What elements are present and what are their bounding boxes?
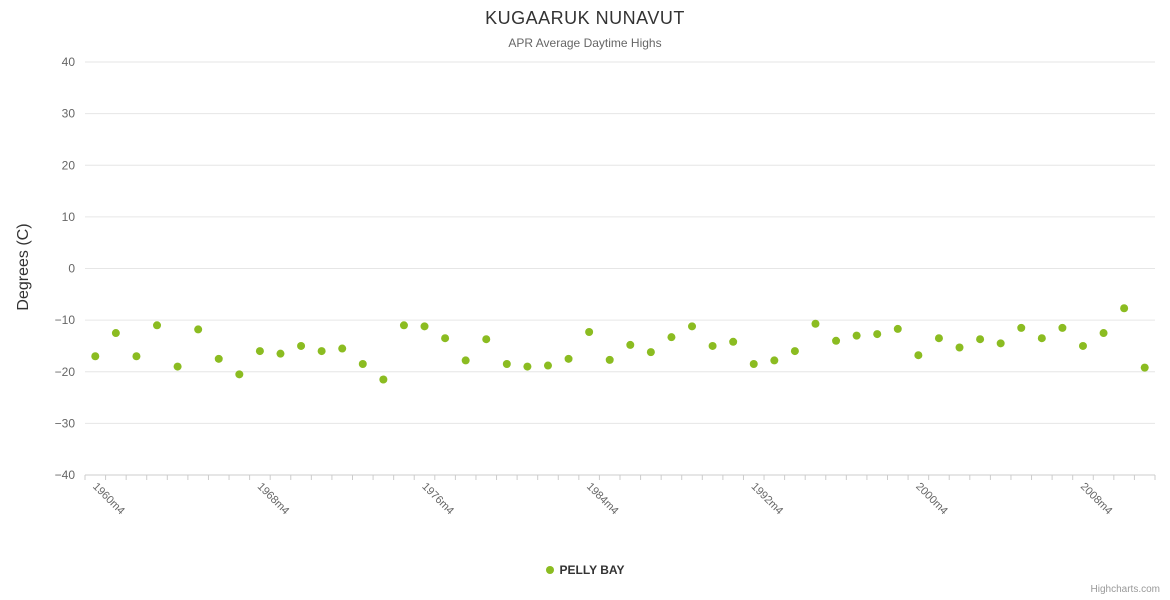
data-point[interactable]	[873, 330, 882, 339]
data-point[interactable]	[173, 362, 182, 371]
data-point[interactable]	[297, 341, 306, 350]
legend-label: PELLY BAY	[559, 563, 625, 577]
data-point[interactable]	[708, 341, 717, 350]
y-axis-tick-label: −20	[55, 365, 76, 379]
data-point[interactable]	[790, 347, 799, 356]
data-point[interactable]	[482, 335, 491, 344]
data-point[interactable]	[317, 347, 326, 356]
data-point[interactable]	[235, 370, 244, 379]
data-point[interactable]	[996, 339, 1005, 348]
x-axis-label: 2000m4	[913, 481, 950, 518]
data-point[interactable]	[461, 356, 470, 365]
data-point[interactable]	[729, 337, 738, 346]
y-axis-tick-label: 30	[62, 107, 76, 121]
x-axis-label: 1992m4	[749, 481, 786, 518]
data-point[interactable]	[1017, 323, 1026, 332]
data-point[interactable]	[564, 354, 573, 363]
credits-link[interactable]: Highcharts.com	[1090, 584, 1160, 595]
data-point[interactable]	[1037, 334, 1046, 343]
data-point[interactable]	[111, 329, 120, 338]
data-point[interactable]	[502, 360, 511, 369]
data-point[interactable]	[688, 322, 697, 331]
y-axis-tick-label: 40	[62, 55, 76, 69]
legend-marker-icon	[545, 566, 554, 574]
y-axis-tick-label: 20	[62, 158, 76, 172]
data-point[interactable]	[420, 322, 429, 331]
data-point[interactable]	[832, 336, 841, 345]
data-point[interactable]	[153, 321, 162, 330]
x-axis-label: 1984m4	[584, 481, 621, 518]
data-point[interactable]	[91, 352, 100, 361]
y-axis-tick-label: 0	[68, 262, 75, 276]
data-point[interactable]	[749, 360, 758, 369]
data-point[interactable]	[1078, 341, 1087, 350]
data-point[interactable]	[770, 356, 779, 365]
data-point[interactable]	[811, 319, 820, 328]
x-axis-label: 1968m4	[255, 481, 292, 518]
x-axis-label: 1960m4	[90, 481, 127, 518]
data-point[interactable]	[1099, 329, 1108, 338]
data-point[interactable]	[338, 344, 347, 353]
legend: PELLY BAY	[0, 563, 1170, 577]
data-point[interactable]	[852, 331, 861, 340]
data-point[interactable]	[667, 333, 676, 342]
data-point[interactable]	[194, 325, 203, 334]
y-axis-tick-label: −30	[55, 416, 76, 430]
x-axis-label: 1976m4	[419, 481, 456, 518]
data-point[interactable]	[543, 361, 552, 370]
data-point[interactable]	[379, 375, 388, 384]
data-point[interactable]	[585, 327, 594, 336]
chart-subtitle: APR Average Daytime Highs	[508, 36, 662, 50]
data-point[interactable]	[955, 343, 964, 352]
data-point[interactable]	[646, 348, 655, 357]
data-point[interactable]	[1140, 363, 1149, 372]
data-point[interactable]	[893, 324, 902, 333]
data-point[interactable]	[976, 335, 985, 344]
data-point[interactable]	[276, 349, 285, 358]
data-point[interactable]	[626, 340, 635, 349]
data-point[interactable]	[214, 354, 223, 363]
data-point[interactable]	[934, 334, 943, 343]
data-point[interactable]	[399, 321, 408, 330]
data-point[interactable]	[605, 355, 614, 364]
data-point[interactable]	[358, 360, 367, 369]
y-axis-tick-label: −10	[55, 313, 76, 327]
y-axis-tick-label: 10	[62, 210, 76, 224]
data-point[interactable]	[1058, 323, 1067, 332]
data-point[interactable]	[132, 352, 141, 361]
data-point[interactable]	[1120, 304, 1129, 313]
data-point[interactable]	[441, 334, 450, 343]
data-point[interactable]	[255, 347, 264, 356]
data-point[interactable]	[523, 362, 532, 371]
x-axis-label: 2008m4	[1078, 481, 1115, 518]
legend-item-pelly-bay[interactable]: PELLY BAY	[545, 563, 625, 577]
chart-title: KUGAARUK NUNAVUT	[485, 8, 685, 28]
y-axis-tick-label: −40	[55, 468, 76, 482]
data-point[interactable]	[914, 351, 923, 360]
